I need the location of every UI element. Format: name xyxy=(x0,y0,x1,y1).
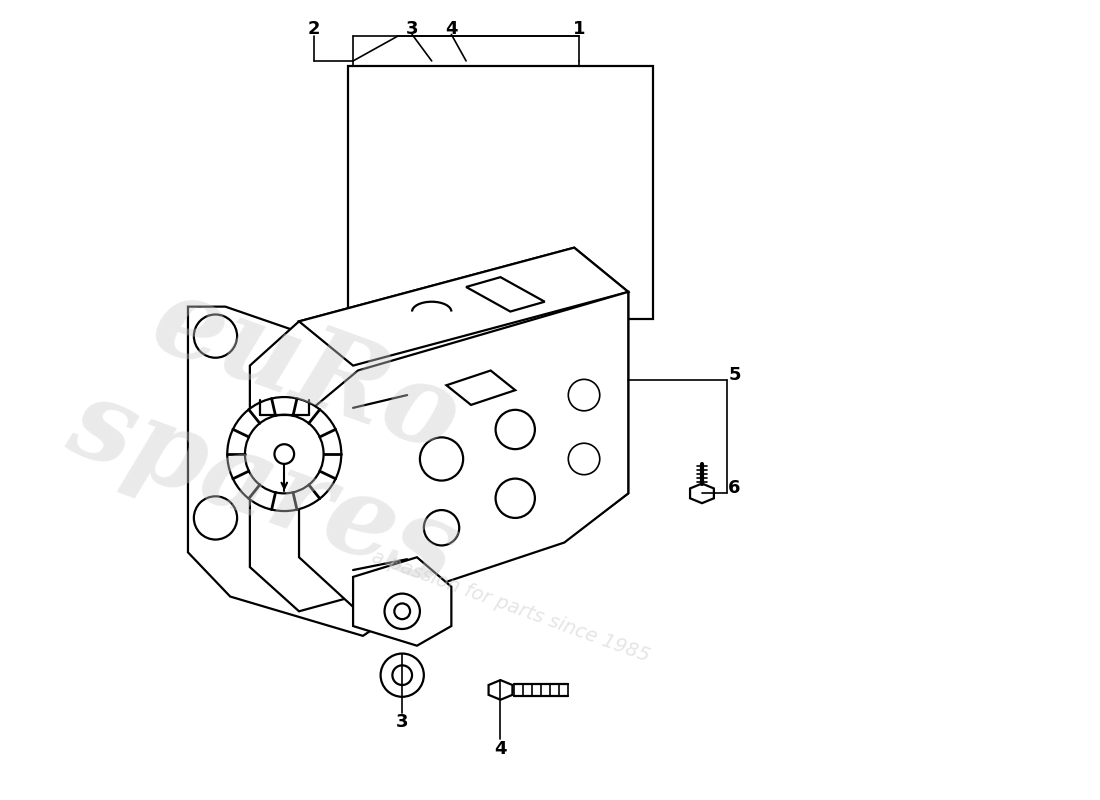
Text: 3: 3 xyxy=(406,19,418,38)
Circle shape xyxy=(424,510,459,546)
Text: euRo
spares: euRo spares xyxy=(55,251,514,607)
Circle shape xyxy=(355,351,390,386)
Circle shape xyxy=(395,603,410,619)
Circle shape xyxy=(569,379,600,411)
Text: 5: 5 xyxy=(728,366,740,385)
Polygon shape xyxy=(250,248,628,611)
Circle shape xyxy=(194,496,238,539)
Circle shape xyxy=(355,559,390,594)
Circle shape xyxy=(385,594,420,629)
Text: 3: 3 xyxy=(396,714,408,731)
Text: 6: 6 xyxy=(728,479,740,498)
Text: a passion for parts since 1985: a passion for parts since 1985 xyxy=(368,547,652,666)
Polygon shape xyxy=(353,558,451,646)
Text: 1: 1 xyxy=(573,19,585,38)
Text: 4: 4 xyxy=(494,740,507,758)
Polygon shape xyxy=(299,292,628,611)
Text: 4: 4 xyxy=(446,19,458,38)
Circle shape xyxy=(194,314,238,358)
Circle shape xyxy=(496,478,535,518)
Circle shape xyxy=(381,654,424,697)
Polygon shape xyxy=(466,277,544,311)
Polygon shape xyxy=(447,370,515,405)
Text: 2: 2 xyxy=(308,19,320,38)
Circle shape xyxy=(569,443,600,474)
Polygon shape xyxy=(299,248,628,366)
Polygon shape xyxy=(349,66,652,319)
Circle shape xyxy=(496,410,535,449)
Circle shape xyxy=(275,444,294,464)
Circle shape xyxy=(245,414,323,494)
Polygon shape xyxy=(188,306,407,636)
Circle shape xyxy=(420,438,463,481)
Polygon shape xyxy=(690,483,714,503)
Circle shape xyxy=(228,397,341,511)
Circle shape xyxy=(393,666,412,685)
Polygon shape xyxy=(488,680,513,700)
